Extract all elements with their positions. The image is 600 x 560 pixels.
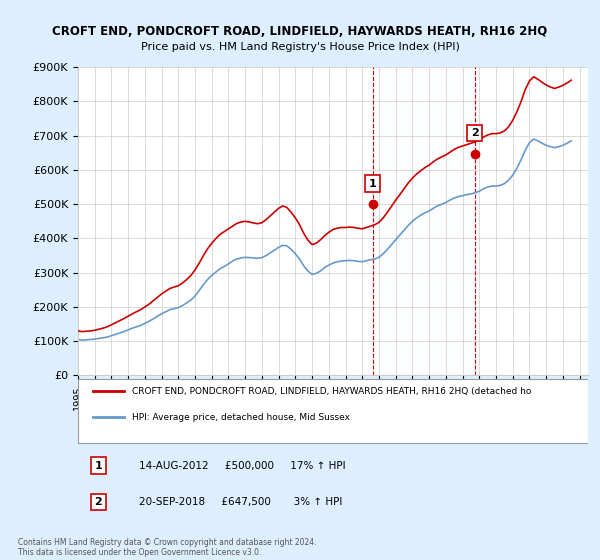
FancyBboxPatch shape xyxy=(78,379,588,443)
Text: 1: 1 xyxy=(369,179,377,189)
Text: 1: 1 xyxy=(95,460,102,470)
Text: CROFT END, PONDCROFT ROAD, LINDFIELD, HAYWARDS HEATH, RH16 2HQ (detached ho: CROFT END, PONDCROFT ROAD, LINDFIELD, HA… xyxy=(131,386,531,395)
Text: 2: 2 xyxy=(471,128,479,138)
Text: HPI: Average price, detached house, Mid Sussex: HPI: Average price, detached house, Mid … xyxy=(131,413,350,422)
Text: 14-AUG-2012     £500,000     17% ↑ HPI: 14-AUG-2012 £500,000 17% ↑ HPI xyxy=(139,460,346,470)
Text: 2: 2 xyxy=(95,497,102,507)
Text: Price paid vs. HM Land Registry's House Price Index (HPI): Price paid vs. HM Land Registry's House … xyxy=(140,42,460,52)
Text: 20-SEP-2018     £647,500       3% ↑ HPI: 20-SEP-2018 £647,500 3% ↑ HPI xyxy=(139,497,343,507)
Text: Contains HM Land Registry data © Crown copyright and database right 2024.
This d: Contains HM Land Registry data © Crown c… xyxy=(18,538,317,557)
Bar xyxy=(373,67,475,375)
Text: CROFT END, PONDCROFT ROAD, LINDFIELD, HAYWARDS HEATH, RH16 2HQ: CROFT END, PONDCROFT ROAD, LINDFIELD, HA… xyxy=(52,25,548,38)
